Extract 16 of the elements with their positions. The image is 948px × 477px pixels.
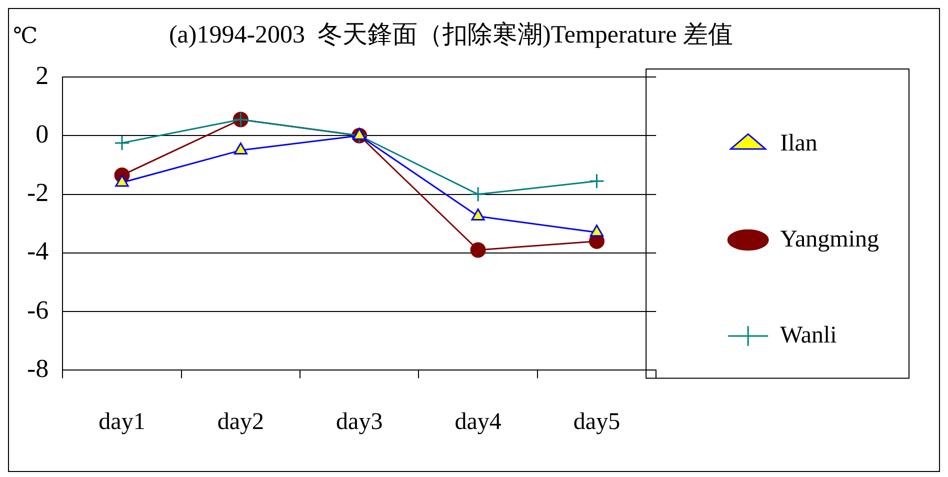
legend-label: Yangming <box>780 226 880 252</box>
x-tick-label: day2 <box>217 408 264 435</box>
y-tick-label: -2 <box>26 178 49 208</box>
y-tick-label: -4 <box>26 236 49 266</box>
x-tick-label: day5 <box>573 408 620 435</box>
y-tick-label: -6 <box>26 295 49 324</box>
legend-label: Wanli <box>780 322 838 348</box>
y-tick-label: 2 <box>36 60 49 90</box>
y-tick-label: 0 <box>36 119 49 148</box>
chart-title: (a)1994-2003 冬天鋒面（扣除寒潮)Temperature 差值 <box>168 20 734 49</box>
x-tick-label: day3 <box>336 408 383 435</box>
y-tick-label: -8 <box>26 354 49 384</box>
legend-label: Ilan <box>780 130 818 156</box>
x-tick-label: day4 <box>454 408 502 435</box>
x-tick-label: day1 <box>98 408 146 435</box>
y-axis-title: ℃ <box>13 23 38 49</box>
